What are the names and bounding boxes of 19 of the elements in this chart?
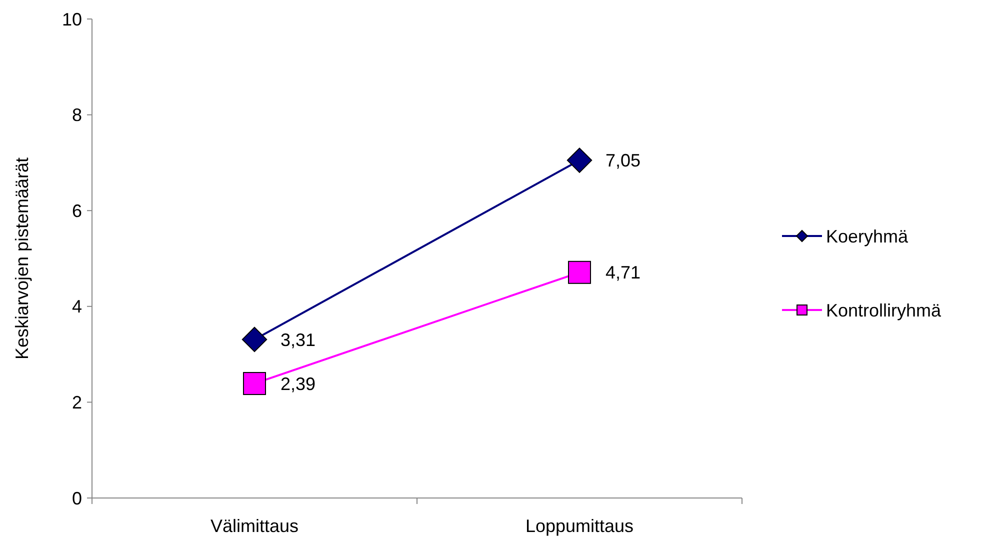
legend-label: Kontrolliryhmä xyxy=(826,300,942,320)
point xyxy=(568,260,591,284)
y-tick-label: 8 xyxy=(72,105,82,126)
data-label: 2,39 xyxy=(280,374,316,394)
data-label: 7,05 xyxy=(606,150,641,171)
data-label: 4,71 xyxy=(606,262,641,283)
y-tick-label: 0 xyxy=(72,488,82,508)
point xyxy=(566,148,592,173)
y-tick-label: 4 xyxy=(72,296,82,317)
y-tick-label: 10 xyxy=(62,9,82,30)
y-axis-title: Keskiarvojen pistemäärät xyxy=(12,157,32,360)
data-label: 3,31 xyxy=(280,330,316,350)
point xyxy=(242,326,268,352)
x-tick-label: Välimittaus xyxy=(210,516,299,536)
point xyxy=(243,372,266,396)
y-tick-label: 6 xyxy=(72,200,82,221)
y-tick-label: 2 xyxy=(72,392,82,412)
legend-label: Koeryhmä xyxy=(826,226,910,246)
x-tick-label: Loppumittaus xyxy=(525,516,634,536)
